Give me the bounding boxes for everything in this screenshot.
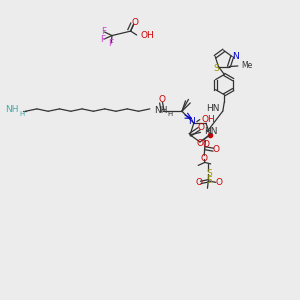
Text: F: F	[101, 27, 106, 36]
Text: N: N	[232, 52, 238, 61]
Text: O: O	[132, 18, 139, 27]
Text: OH: OH	[140, 31, 154, 40]
Text: O: O	[197, 124, 205, 133]
Text: F: F	[108, 39, 113, 48]
Text: HN: HN	[204, 127, 218, 136]
Text: NH: NH	[6, 105, 19, 114]
Text: HN: HN	[206, 103, 220, 112]
Text: S: S	[206, 169, 212, 178]
Text: NH: NH	[154, 106, 168, 115]
Text: S: S	[206, 176, 212, 185]
Text: O: O	[197, 139, 204, 148]
Text: H: H	[20, 111, 25, 117]
Text: O: O	[202, 140, 209, 149]
Text: Me: Me	[242, 61, 253, 70]
Text: F: F	[100, 35, 106, 44]
Text: S: S	[213, 64, 219, 73]
Text: O: O	[158, 95, 165, 104]
Text: OH: OH	[201, 115, 215, 124]
Text: H: H	[167, 111, 172, 117]
Text: O: O	[195, 178, 202, 187]
Text: O: O	[215, 178, 222, 187]
Text: O: O	[213, 145, 220, 154]
Text: O: O	[201, 154, 208, 163]
Text: N: N	[188, 117, 195, 126]
